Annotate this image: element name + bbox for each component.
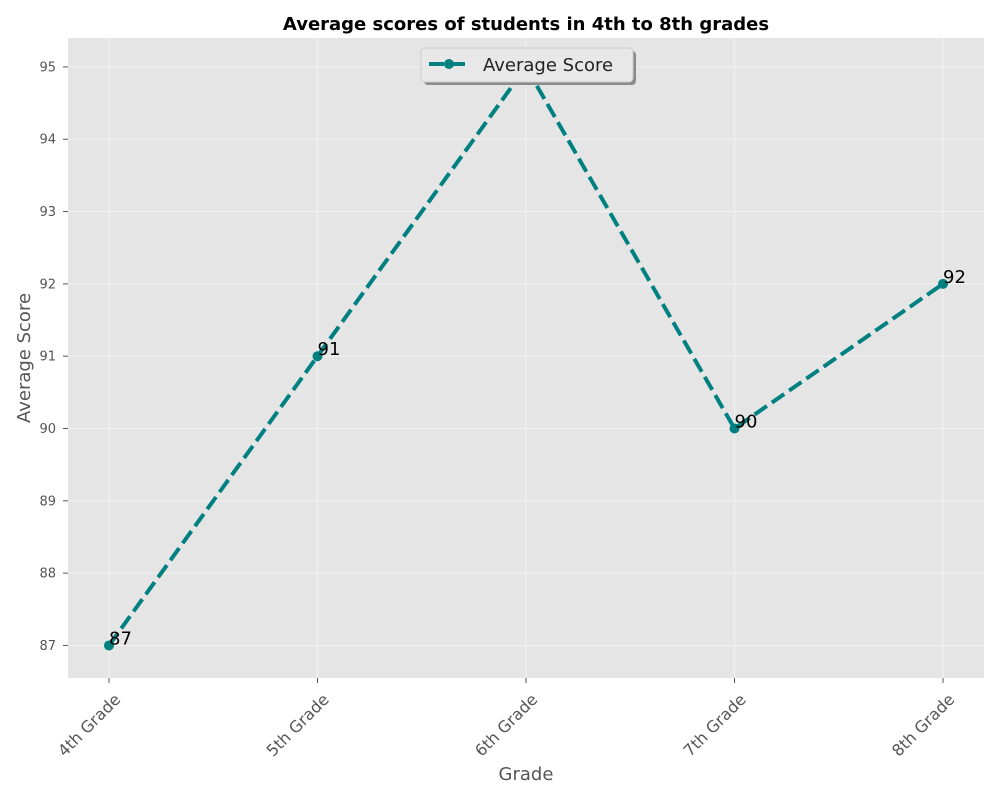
x-tick-label: 6th Grade: [471, 690, 541, 760]
x-tick-label: 7th Grade: [679, 690, 749, 760]
y-tick-label: 90: [39, 422, 56, 437]
y-tick-label: 92: [39, 277, 56, 292]
y-tick-label: 95: [39, 60, 56, 75]
data-labels: 87 91 90 92: [109, 267, 966, 650]
data-label: 92: [943, 267, 966, 288]
legend: Average Score: [420, 47, 636, 85]
y-axis-ticks: 87 88 89 90 91 92 93 94 95: [39, 60, 68, 654]
data-label: 87: [109, 628, 132, 649]
y-tick-label: 88: [39, 567, 56, 582]
x-axis-label: Grade: [499, 764, 554, 785]
chart-title: Average scores of students in 4th to 8th…: [283, 14, 769, 35]
data-label: 91: [318, 339, 341, 360]
data-point: [104, 640, 114, 651]
x-tick-label: 5th Grade: [262, 690, 332, 760]
y-tick-label: 89: [39, 494, 56, 509]
data-point: [938, 278, 948, 289]
legend-box: [420, 47, 634, 83]
x-tick-label: 8th Grade: [888, 690, 958, 760]
legend-entry-average-score: Average Score: [483, 55, 613, 76]
legend-marker: [444, 59, 454, 69]
data-label: 90: [735, 412, 758, 433]
y-tick-label: 91: [39, 350, 56, 365]
data-point: [729, 423, 740, 434]
x-axis-ticks: 4th Grade 5th Grade 6th Grade 7th Grade 8th …: [54, 678, 958, 760]
data-point: [312, 351, 323, 362]
x-tick-label: 4th Grade: [54, 690, 124, 760]
y-tick-label: 94: [39, 133, 56, 148]
y-tick-label: 87: [39, 639, 56, 654]
y-axis-label: Average Score: [14, 293, 35, 423]
series-line-average-score: [107, 64, 945, 647]
y-tick-label: 93: [39, 205, 56, 220]
